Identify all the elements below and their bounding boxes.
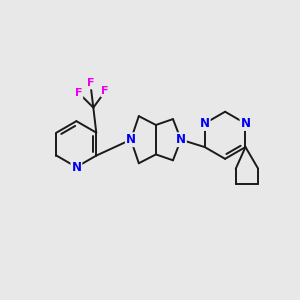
Text: N: N xyxy=(176,133,186,146)
Text: F: F xyxy=(101,86,109,96)
Text: N: N xyxy=(71,160,81,174)
Text: N: N xyxy=(126,133,136,146)
Text: N: N xyxy=(241,117,250,130)
Text: F: F xyxy=(75,88,82,98)
Text: F: F xyxy=(87,79,94,88)
Text: N: N xyxy=(200,117,210,130)
